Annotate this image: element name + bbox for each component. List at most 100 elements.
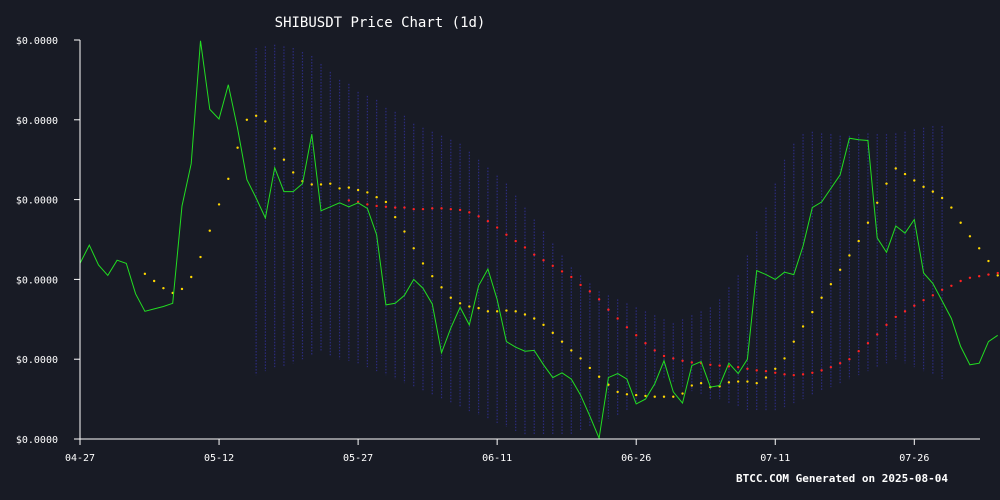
long-ma-point xyxy=(440,207,443,210)
short-ma-point xyxy=(403,230,406,233)
short-ma-point xyxy=(699,381,703,385)
short-ma-point xyxy=(292,171,295,174)
short-ma-point xyxy=(616,390,619,394)
long-ma-point xyxy=(653,349,656,352)
short-ma-point xyxy=(208,229,211,232)
footer-credit: BTCC.COM Generated on 2025-08-04 xyxy=(736,472,948,485)
short-ma-point xyxy=(829,282,833,286)
short-ma-point xyxy=(245,118,249,122)
short-ma-point xyxy=(570,349,573,352)
x-axis-ticks: 04-27 05-12 05-27 06-11 06-26 07-11 07-26 xyxy=(65,439,929,464)
short-ma-point xyxy=(764,376,768,379)
short-ma-point xyxy=(848,254,851,257)
long-ma-point xyxy=(597,298,601,301)
long-ma-point xyxy=(903,310,907,313)
x-tick-label: 05-27 xyxy=(343,453,373,464)
short-ma-point xyxy=(495,310,499,313)
long-ma-point xyxy=(866,342,870,345)
long-ma-point xyxy=(922,298,925,302)
short-ma-point xyxy=(774,367,777,370)
short-ma-point xyxy=(217,203,221,206)
long-ma-point xyxy=(412,207,415,211)
long-ma-point xyxy=(505,233,508,236)
long-ma-point xyxy=(959,279,962,283)
short-ma-point xyxy=(199,255,202,259)
short-ma-point xyxy=(876,201,879,204)
short-ma-point xyxy=(820,296,823,299)
short-ma-point xyxy=(449,296,452,299)
short-ma-point xyxy=(894,167,897,170)
long-ma-point xyxy=(755,369,758,372)
y-tick-label: $0.0000 xyxy=(16,36,58,47)
x-tick-label: 07-26 xyxy=(899,453,929,464)
short-ma-point xyxy=(597,375,601,378)
short-ma-point xyxy=(931,190,935,193)
short-ma-point xyxy=(690,384,694,387)
short-ma-point xyxy=(950,206,953,209)
long-ma-point xyxy=(533,253,536,256)
volatility-band xyxy=(255,44,943,436)
short-ma-point xyxy=(588,366,592,370)
short-ma-point xyxy=(152,279,156,283)
short-ma-point xyxy=(329,182,332,185)
long-ma-point xyxy=(375,204,378,208)
long-ma-point xyxy=(709,363,712,366)
short-ma-point xyxy=(644,394,647,398)
short-ma-point xyxy=(560,340,564,343)
short-ma-point xyxy=(533,317,536,320)
short-ma-point xyxy=(440,286,443,289)
short-ma-point xyxy=(662,395,666,398)
long-ma-point xyxy=(746,367,749,370)
short-ma-point xyxy=(477,306,480,310)
long-moving-average-series xyxy=(347,199,999,377)
short-ma-point xyxy=(625,393,629,396)
short-ma-point xyxy=(885,182,888,185)
y-axis-ticks: $0.0000 $0.0000 $0.0000 $0.0000 $0.0000 $0.00… xyxy=(16,36,80,446)
long-ma-point xyxy=(829,365,833,369)
short-ma-point xyxy=(542,323,545,327)
chart-title: SHIBUSDT Price Chart (1d) xyxy=(275,15,486,31)
long-ma-point xyxy=(551,264,554,268)
short-ma-point xyxy=(366,191,369,194)
long-ma-point xyxy=(421,207,425,211)
x-tick-label: 07-11 xyxy=(760,453,790,464)
long-ma-point xyxy=(774,371,777,374)
long-ma-point xyxy=(393,206,397,209)
short-ma-point xyxy=(264,120,267,123)
short-ma-point xyxy=(514,310,517,313)
short-ma-point xyxy=(236,146,239,149)
short-ma-point xyxy=(338,187,341,190)
short-ma-point xyxy=(143,272,147,276)
y-tick-label: $0.0000 xyxy=(16,435,58,446)
short-ma-point xyxy=(736,380,740,383)
short-ma-point xyxy=(412,247,415,250)
short-ma-point xyxy=(375,196,378,199)
long-ma-point xyxy=(876,333,879,336)
short-ma-point xyxy=(282,158,286,161)
short-ma-point xyxy=(486,310,490,313)
long-ma-point xyxy=(690,361,694,364)
long-ma-point xyxy=(625,326,629,329)
short-ma-point xyxy=(635,393,638,397)
x-tick-label: 05-12 xyxy=(204,453,234,464)
short-ma-point xyxy=(356,188,360,192)
y-tick-label: $0.0000 xyxy=(16,116,58,127)
long-ma-point xyxy=(681,359,684,362)
short-ma-point xyxy=(801,325,805,328)
long-ma-point xyxy=(718,364,721,367)
x-tick-label: 04-27 xyxy=(65,453,95,464)
long-ma-point xyxy=(811,371,814,374)
short-ma-point xyxy=(227,177,230,181)
long-ma-point xyxy=(885,323,888,327)
short-ma-point xyxy=(977,247,981,250)
short-ma-point xyxy=(968,235,972,238)
short-ma-point xyxy=(755,381,758,385)
short-ma-point xyxy=(783,357,786,360)
short-ma-point xyxy=(913,179,916,182)
short-ma-point xyxy=(903,172,907,176)
long-ma-point xyxy=(968,276,972,280)
long-ma-point xyxy=(347,199,351,202)
short-ma-point xyxy=(190,275,193,279)
short-moving-average-series xyxy=(143,114,999,398)
